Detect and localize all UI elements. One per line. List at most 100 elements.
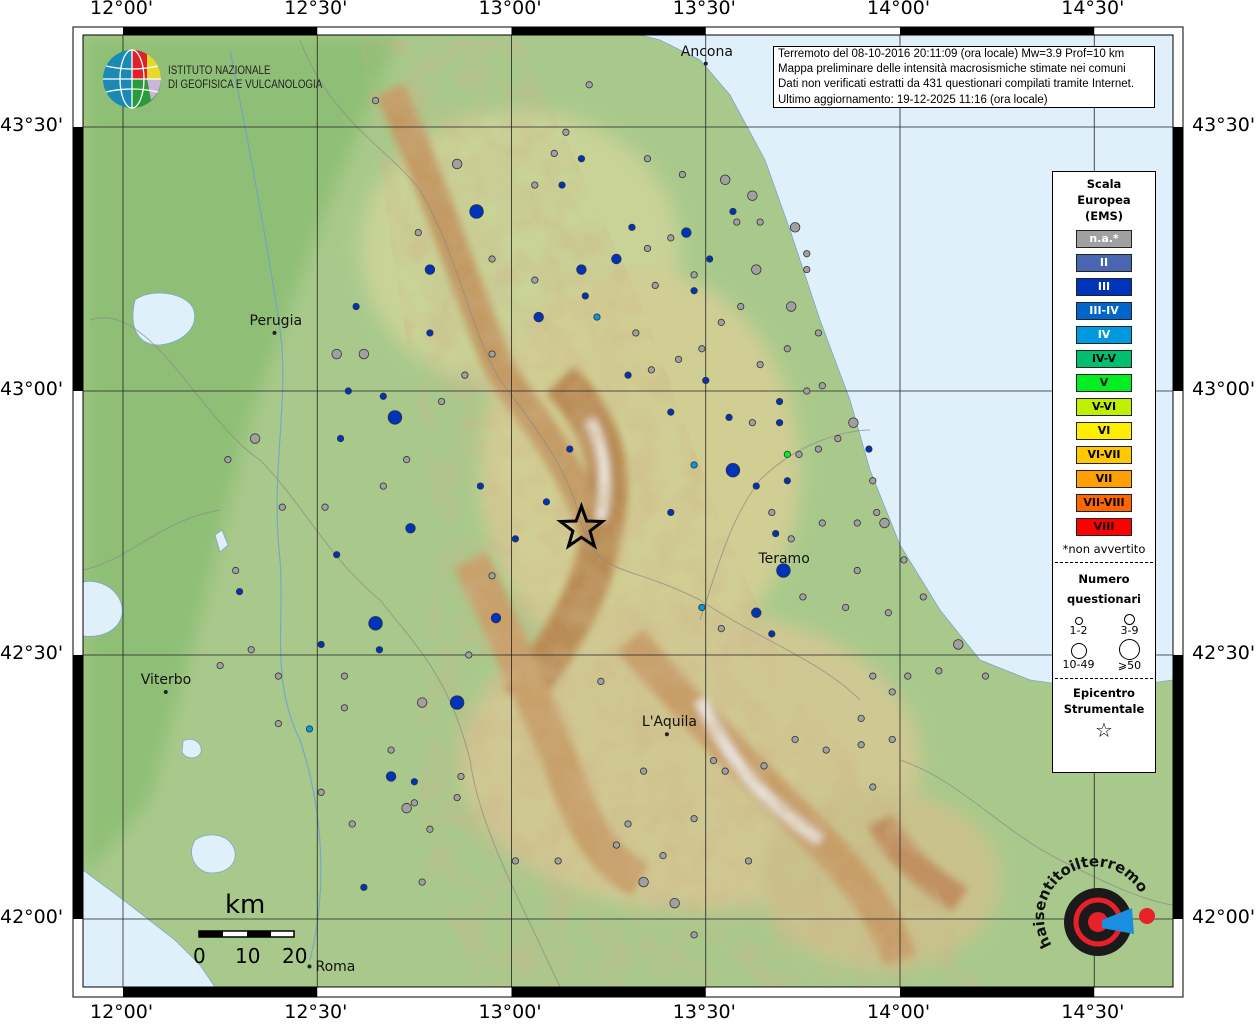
intensity-point-na[interactable] xyxy=(919,593,927,601)
intensity-point-iii[interactable] xyxy=(511,535,519,543)
intensity-point-iii[interactable] xyxy=(577,155,586,163)
intensity-point-na[interactable] xyxy=(814,445,823,453)
intensity-point-na[interactable] xyxy=(632,329,640,337)
intensity-point-na[interactable] xyxy=(426,825,434,833)
intensity-point-na[interactable] xyxy=(585,81,593,89)
intensity-point-iii[interactable] xyxy=(476,482,485,490)
intensity-point-na[interactable] xyxy=(814,329,823,337)
intensity-point-na[interactable] xyxy=(787,535,795,543)
intensity-point-iii[interactable] xyxy=(681,227,692,238)
intensity-point-na[interactable] xyxy=(278,503,286,511)
intensity-point-iii[interactable] xyxy=(235,588,244,596)
intensity-point-na[interactable] xyxy=(799,593,807,601)
intensity-point-iii[interactable] xyxy=(344,387,352,395)
intensity-point-iii[interactable] xyxy=(375,646,384,654)
intensity-point-iii[interactable] xyxy=(729,207,737,216)
intensity-point-na[interactable] xyxy=(401,802,412,814)
intensity-point-iii[interactable] xyxy=(690,287,698,295)
intensity-point-na[interactable] xyxy=(410,799,418,807)
intensity-point-na[interactable] xyxy=(414,229,422,237)
intensity-point-na[interactable] xyxy=(884,609,892,617)
intensity-point-na[interactable] xyxy=(953,639,964,650)
intensity-point-na[interactable] xyxy=(488,350,496,358)
intensity-point-iii[interactable] xyxy=(368,616,383,631)
intensity-point-na[interactable] xyxy=(659,852,667,860)
intensity-point-na[interactable] xyxy=(690,271,698,279)
intensity-point-na[interactable] xyxy=(638,876,649,888)
intensity-point-na[interactable] xyxy=(904,672,912,680)
intensity-point-iii[interactable] xyxy=(424,264,436,275)
epicenter-star-icon[interactable] xyxy=(556,501,607,550)
intensity-point-na[interactable] xyxy=(437,397,446,406)
intensity-point-na[interactable] xyxy=(709,756,718,765)
intensity-point-iii[interactable] xyxy=(385,771,397,782)
intensity-point-na[interactable] xyxy=(857,741,865,749)
intensity-point-na[interactable] xyxy=(747,190,758,201)
intensity-point-na[interactable] xyxy=(717,624,725,633)
intensity-point-na[interactable] xyxy=(416,697,428,708)
intensity-point-na[interactable] xyxy=(888,688,896,696)
intensity-point-na[interactable] xyxy=(624,820,632,828)
intensity-point-na[interactable] xyxy=(274,720,282,728)
intensity-point-na[interactable] xyxy=(869,477,877,485)
intensity-point-iii[interactable] xyxy=(628,223,636,231)
intensity-point-iii[interactable] xyxy=(405,523,416,534)
intensity-point-iii[interactable] xyxy=(576,264,587,275)
intensity-point-na[interactable] xyxy=(818,519,826,527)
intensity-point-na[interactable] xyxy=(751,264,762,275)
intensity-point-na[interactable] xyxy=(888,735,896,744)
intensity-point-na[interactable] xyxy=(247,646,255,654)
intensity-point-iii[interactable] xyxy=(336,434,345,443)
intensity-point-na[interactable] xyxy=(371,97,380,105)
intensity-point-na[interactable] xyxy=(803,387,811,395)
intensity-point-iii[interactable] xyxy=(566,445,574,453)
intensity-point-na[interactable] xyxy=(531,181,539,189)
intensity-point-na[interactable] xyxy=(232,566,240,575)
intensity-point-na[interactable] xyxy=(216,661,224,670)
intensity-point-iii[interactable] xyxy=(533,311,544,323)
intensity-point-na[interactable] xyxy=(879,517,890,529)
intensity-point-na[interactable] xyxy=(744,857,753,865)
intensity-point-iii[interactable] xyxy=(775,419,784,427)
intensity-point-na[interactable] xyxy=(667,234,675,242)
intensity-point-v[interactable] xyxy=(783,450,791,458)
intensity-point-iii[interactable] xyxy=(865,445,873,453)
intensity-point-na[interactable] xyxy=(783,345,791,353)
intensity-point-iii[interactable] xyxy=(783,477,791,485)
intensity-point-na[interactable] xyxy=(853,519,861,527)
intensity-point-na[interactable] xyxy=(550,149,558,157)
intensity-point-iii[interactable] xyxy=(624,371,632,379)
intensity-point-na[interactable] xyxy=(768,508,776,517)
intensity-point-iii[interactable] xyxy=(667,508,675,517)
intensity-point-iii[interactable] xyxy=(558,181,566,189)
intensity-point-iii[interactable] xyxy=(725,413,733,421)
intensity-point-na[interactable] xyxy=(651,281,659,289)
intensity-point-na[interactable] xyxy=(822,746,830,754)
intensity-point-na[interactable] xyxy=(690,931,698,939)
intensity-point-iii[interactable] xyxy=(426,329,434,337)
intensity-point-iii[interactable] xyxy=(725,463,741,478)
intensity-point-iii[interactable] xyxy=(352,302,360,311)
intensity-point-na[interactable] xyxy=(224,456,232,464)
intensity-point-iii[interactable] xyxy=(751,607,762,618)
intensity-point-iii[interactable] xyxy=(752,482,760,490)
intensity-point-na[interactable] xyxy=(358,348,370,360)
intensity-point-iii[interactable] xyxy=(333,551,341,559)
intensity-point-iii[interactable] xyxy=(469,204,484,219)
intensity-point-iii[interactable] xyxy=(387,410,403,425)
intensity-point-na[interactable] xyxy=(418,878,426,886)
intensity-point-iii[interactable] xyxy=(449,695,465,710)
intensity-point-iii[interactable] xyxy=(410,778,418,786)
intensity-point-na[interactable] xyxy=(842,603,850,612)
intensity-point-na[interactable] xyxy=(274,672,282,680)
intensity-point-iv[interactable] xyxy=(305,725,314,733)
intensity-point-iii[interactable] xyxy=(611,253,622,265)
intensity-point-na[interactable] xyxy=(756,218,764,226)
intensity-point-iv[interactable] xyxy=(690,461,698,469)
intensity-point-na[interactable] xyxy=(317,788,325,796)
intensity-point-iv[interactable] xyxy=(698,603,706,612)
intensity-point-na[interactable] xyxy=(379,482,387,490)
intensity-point-na[interactable] xyxy=(465,651,473,659)
intensity-point-iv[interactable] xyxy=(593,313,601,321)
intensity-point-iii[interactable] xyxy=(772,529,780,538)
